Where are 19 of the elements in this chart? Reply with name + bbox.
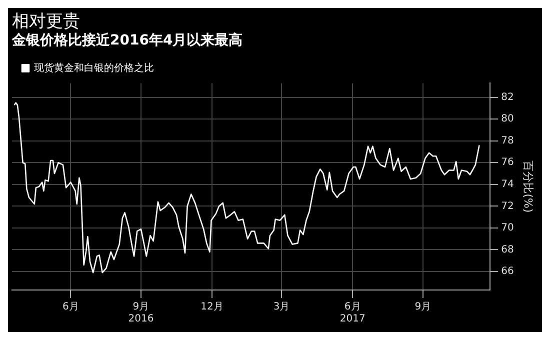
x-tick-label: 9月 2016	[128, 302, 154, 325]
y-tick-label: 68	[501, 244, 514, 256]
y-tick-label: 70	[501, 222, 514, 234]
x-tick-label: 9月	[414, 302, 432, 313]
y-tick-label: 82	[501, 92, 514, 103]
x-tick-label: 12月	[200, 302, 224, 313]
y-tick-label: 72	[501, 200, 514, 212]
y-tick-label: 76	[501, 157, 514, 168]
y-tick-label: 74	[501, 179, 514, 190]
chart-subtitle: 金银价格比接近2016年4月以来最高	[11, 31, 243, 48]
y-tick-label: 78	[501, 135, 514, 146]
y-tick-label: 80	[501, 114, 514, 125]
legend-label: 现货黄金和白银的价格之比	[34, 62, 154, 74]
chart-title: 相对更贵	[12, 12, 80, 32]
y-tick-label: 66	[501, 266, 514, 278]
x-tick-label: 3月	[273, 302, 290, 313]
y-axis-title: 百分比(%)	[522, 160, 535, 213]
x-tick-label: 6月	[62, 302, 79, 313]
x-tick-label: 6月 2017	[340, 302, 366, 325]
